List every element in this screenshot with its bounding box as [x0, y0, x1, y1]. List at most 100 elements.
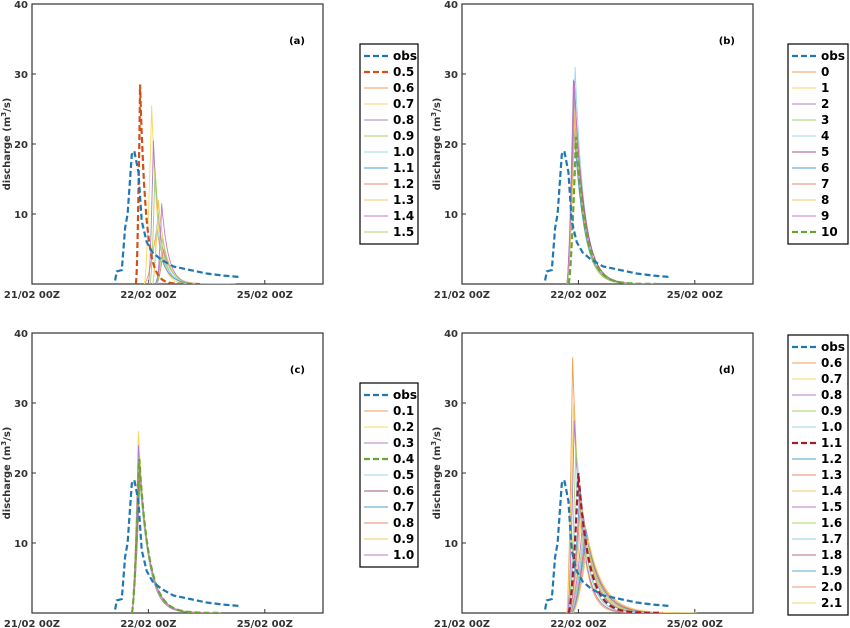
legend-label: 1.8 — [821, 548, 842, 562]
plot-frame — [31, 332, 324, 614]
series-line — [572, 539, 697, 613]
legend-label: 2 — [821, 97, 829, 111]
legend-label: 1.2 — [393, 177, 414, 191]
legend-label: 1.3 — [393, 193, 414, 207]
series-line — [131, 476, 221, 613]
series-line — [131, 469, 221, 613]
y-axis-label: discharge (m3/s) — [430, 98, 443, 191]
x-tick-label: 25/02 00Z — [237, 290, 293, 301]
y-tick-label: 40 — [444, 0, 458, 11]
y-tick-label: 10 — [444, 539, 458, 550]
y-axis-label: discharge (m3/s) — [0, 98, 13, 191]
legend-label: 10 — [821, 225, 838, 239]
series-line — [131, 472, 221, 613]
y-tick-label: 30 — [14, 399, 28, 410]
plot-frame — [461, 332, 754, 614]
y-tick-label: 10 — [444, 210, 458, 221]
plot-frame — [461, 3, 754, 285]
legend-label: 0.3 — [393, 436, 414, 450]
series-group — [114, 430, 240, 613]
panel-label: (b) — [719, 36, 735, 47]
x-tick-label: 21/02 00Z — [434, 290, 490, 301]
y-tick-label: 20 — [14, 469, 28, 480]
y-tick-label: 40 — [14, 0, 28, 11]
y-tick-label: 30 — [444, 70, 458, 81]
legend-label: 1.5 — [393, 225, 414, 239]
series-line — [130, 458, 221, 613]
legend-label: 1.9 — [821, 564, 842, 578]
y-axis-label: discharge (m3/s) — [0, 427, 13, 520]
legend-label: 1.0 — [393, 548, 414, 562]
x-tick-label: 21/02 00Z — [4, 619, 60, 628]
legend-label: 7 — [821, 177, 829, 191]
legend-label: 0 — [821, 65, 829, 79]
legend-label: 0.7 — [393, 500, 414, 514]
legend-label: 1.0 — [821, 420, 842, 434]
legend-label: 1.7 — [821, 532, 842, 546]
plot-frame — [31, 3, 324, 285]
legend-label: 6 — [821, 161, 829, 175]
x-tick-label: 22/02 00Z — [550, 619, 606, 628]
legend-label: obs — [393, 49, 417, 63]
legend-label: 8 — [821, 193, 829, 207]
x-tick-label: 25/02 00Z — [667, 619, 723, 628]
series-line — [566, 129, 656, 284]
series-line — [143, 105, 209, 284]
x-tick-label: 22/02 00Z — [120, 619, 176, 628]
legend-label: 0.8 — [821, 388, 842, 402]
series-group — [544, 66, 670, 284]
legend-label: 1.0 — [393, 145, 414, 159]
series-line — [156, 238, 231, 284]
series-line — [567, 472, 663, 613]
series-line — [544, 477, 670, 610]
legend-label: 1 — [821, 81, 829, 95]
legend-label: 1.2 — [821, 452, 842, 466]
legend-label: 9 — [821, 209, 829, 223]
panel-label: (d) — [719, 365, 735, 376]
legend-label: 4 — [821, 129, 829, 143]
x-tick-label: 21/02 00Z — [434, 619, 490, 628]
legend-label: 0.8 — [393, 516, 414, 530]
series-line — [152, 199, 227, 284]
legend-label: 1.4 — [393, 209, 414, 223]
legend-label: obs — [821, 340, 845, 354]
legend-label: 0.2 — [393, 420, 414, 434]
x-tick-label: 25/02 00Z — [237, 619, 293, 628]
y-tick-label: 40 — [444, 329, 458, 340]
legend-label: 0.9 — [393, 129, 414, 143]
legend-label: obs — [821, 49, 845, 63]
series-line — [566, 115, 651, 284]
legend-label: 0.5 — [393, 65, 414, 79]
legend-label: 0.7 — [821, 372, 842, 386]
y-tick-label: 10 — [14, 539, 28, 550]
legend-label: 0.6 — [393, 81, 414, 95]
series-group — [544, 357, 697, 613]
x-tick-label: 22/02 00Z — [550, 290, 606, 301]
legend-label: obs — [393, 388, 417, 402]
y-tick-label: 30 — [14, 70, 28, 81]
series-line — [567, 136, 658, 284]
legend-label: 0.6 — [393, 484, 414, 498]
legend-label: 0.9 — [821, 404, 842, 418]
legend-label: 0.1 — [393, 404, 414, 418]
series-line — [131, 472, 221, 613]
x-tick-label: 22/02 00Z — [120, 290, 176, 301]
y-tick-label: 30 — [444, 399, 458, 410]
panel-label: (a) — [289, 36, 305, 47]
legend-label: 2.1 — [821, 596, 842, 610]
legend-box — [359, 43, 419, 245]
legend-label: 5 — [821, 145, 829, 159]
legend-box — [787, 43, 849, 245]
series-line — [566, 108, 651, 284]
legend-label: 1.1 — [393, 161, 414, 175]
y-tick-label: 20 — [444, 140, 458, 151]
y-tick-label: 20 — [14, 140, 28, 151]
series-line — [131, 472, 221, 613]
legend-label: 1.3 — [821, 468, 842, 482]
legend-label: 0.7 — [393, 97, 414, 111]
